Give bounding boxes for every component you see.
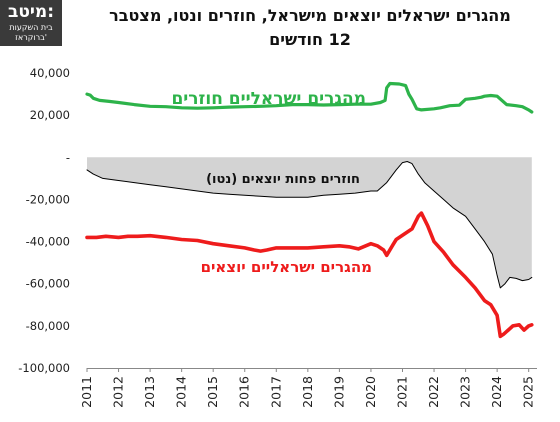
y-tick-label: -80,000 bbox=[26, 319, 70, 333]
x-tick-label: 2023 bbox=[458, 376, 473, 408]
logo-name: מיטב: bbox=[7, 2, 55, 22]
y-tick-label: -100,000 bbox=[18, 361, 70, 375]
x-tick-label: 2021 bbox=[395, 376, 410, 408]
logo-tagline-1: בית השקעות bbox=[9, 23, 53, 32]
y-tick-label: -20,000 bbox=[26, 192, 70, 206]
net-area-layer bbox=[87, 157, 532, 288]
chart-title-line-1: מהגרים ישראלים יוצאים מישראל, חוזרים ונט… bbox=[109, 6, 511, 25]
y-tick-label: - bbox=[66, 150, 70, 164]
axes-layer: 40,000 20,000 - -20,000 -40,000 -60,000 -80,00… bbox=[18, 66, 537, 408]
x-tick-label: 2016 bbox=[237, 376, 252, 408]
x-tick-label: 2020 bbox=[363, 376, 378, 408]
annotation-leaving: מהגרים ישראליים יוצאים bbox=[201, 258, 372, 276]
y-tick-label: 40,000 bbox=[30, 66, 70, 80]
series-line-returning bbox=[85, 81, 534, 114]
series-line-net bbox=[86, 161, 533, 289]
x-tick-label: 2013 bbox=[142, 376, 157, 408]
logo-tagline-2: ברוקראז' bbox=[15, 33, 47, 42]
x-tick-label: 2014 bbox=[174, 376, 189, 408]
x-tick-label: 2018 bbox=[300, 376, 315, 408]
y-tick-label: -60,000 bbox=[26, 277, 70, 291]
x-tick-label: 2024 bbox=[489, 376, 504, 408]
x-tick-label: 2019 bbox=[331, 376, 346, 408]
x-tick-label: 2011 bbox=[79, 376, 94, 408]
series-lines-layer bbox=[85, 81, 534, 339]
annotation-returning: מהגרים ישראליים חוזרים bbox=[171, 89, 366, 109]
x-tick-label: 2012 bbox=[111, 376, 126, 408]
x-tick-label: 2022 bbox=[426, 376, 441, 408]
x-tick-label: 2015 bbox=[205, 376, 220, 408]
y-tick-label: -40,000 bbox=[26, 235, 70, 249]
y-tick-label: 20,000 bbox=[30, 108, 70, 122]
annotations-layer: מהגרים ישראליים חוזרים חוזרים פחות יוצאים… bbox=[171, 89, 372, 276]
brand-logo: מיטב: בית השקעות ברוקראז' bbox=[0, 0, 62, 46]
x-tick-label: 2017 bbox=[268, 376, 283, 408]
net-area-fill bbox=[87, 157, 532, 288]
chart-title-line-2: 12 חודשים bbox=[269, 30, 351, 49]
annotation-net: חוזרים פחות יוצאים (נטו) bbox=[206, 172, 360, 187]
x-tick-label: 2025 bbox=[521, 376, 536, 408]
series-line-leaving bbox=[85, 211, 534, 339]
